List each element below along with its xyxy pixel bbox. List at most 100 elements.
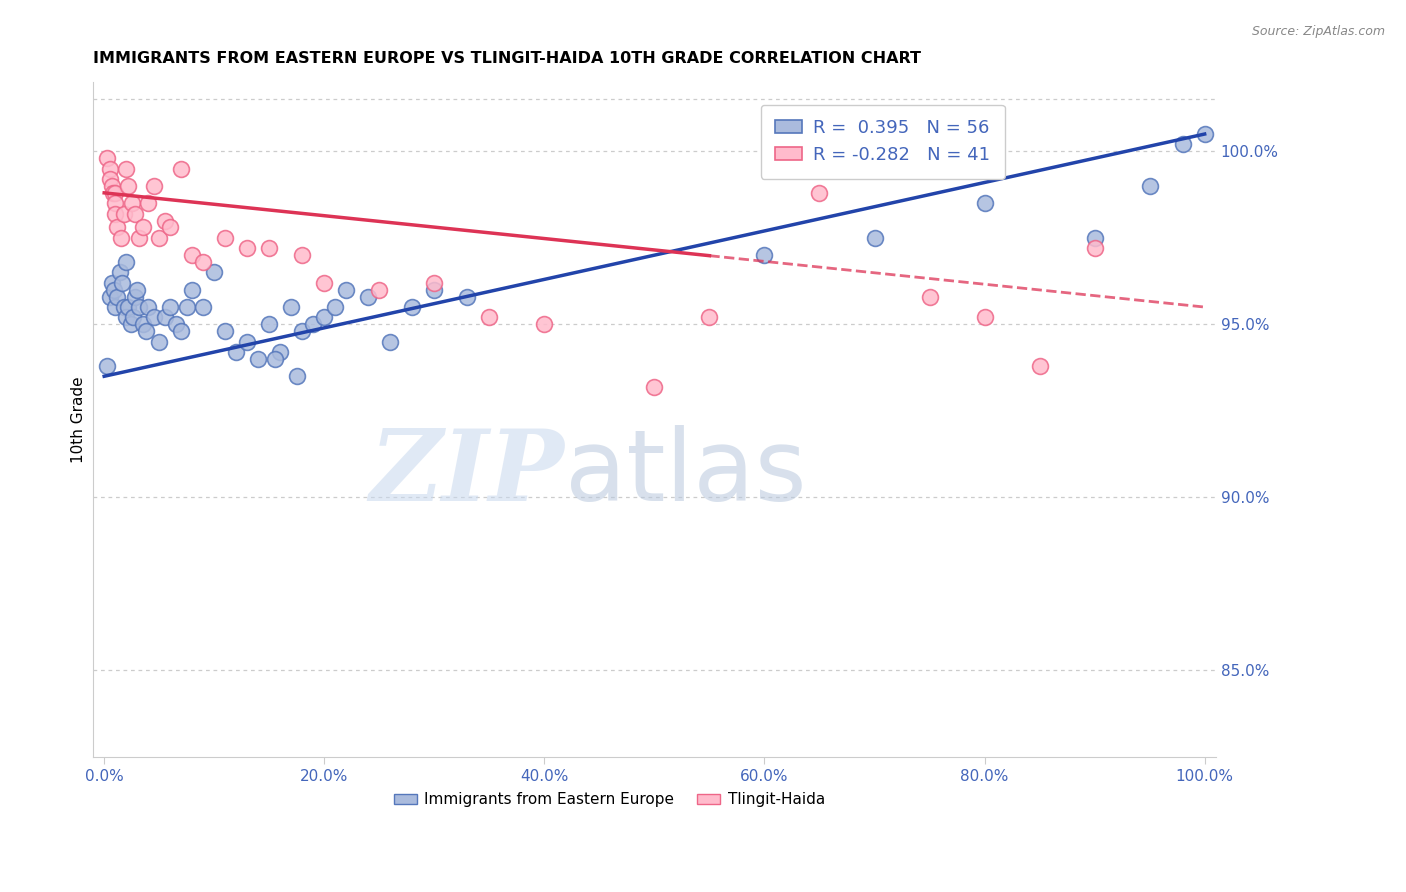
Point bbox=[121, 310, 143, 325]
Point bbox=[111, 276, 134, 290]
Point bbox=[314, 310, 336, 325]
Point bbox=[193, 300, 215, 314]
Point bbox=[98, 290, 121, 304]
Point bbox=[918, 290, 941, 304]
Point bbox=[863, 231, 886, 245]
Point bbox=[98, 172, 121, 186]
Point bbox=[973, 310, 995, 325]
Point bbox=[176, 300, 198, 314]
Point bbox=[401, 300, 423, 314]
Point bbox=[131, 318, 153, 332]
Point bbox=[280, 300, 302, 314]
Text: Source: ZipAtlas.com: Source: ZipAtlas.com bbox=[1251, 25, 1385, 38]
Point bbox=[115, 310, 138, 325]
Text: ZIP: ZIP bbox=[370, 425, 565, 522]
Point bbox=[269, 345, 291, 359]
Point bbox=[423, 283, 446, 297]
Point bbox=[121, 196, 143, 211]
Point bbox=[124, 206, 146, 220]
Point bbox=[1171, 137, 1194, 152]
Point bbox=[357, 290, 380, 304]
Point bbox=[181, 283, 204, 297]
Point bbox=[142, 178, 165, 193]
Point bbox=[136, 196, 159, 211]
Point bbox=[112, 300, 135, 314]
Point bbox=[115, 161, 138, 176]
Point bbox=[153, 213, 176, 227]
Point bbox=[110, 231, 132, 245]
Point bbox=[96, 151, 118, 165]
Point bbox=[170, 324, 193, 338]
Point bbox=[148, 334, 170, 349]
Point bbox=[225, 345, 247, 359]
Point bbox=[108, 265, 131, 279]
Point bbox=[643, 379, 665, 393]
Point bbox=[112, 206, 135, 220]
Text: IMMIGRANTS FROM EASTERN EUROPE VS TLINGIT-HAIDA 10TH GRADE CORRELATION CHART: IMMIGRANTS FROM EASTERN EUROPE VS TLINGI… bbox=[93, 51, 921, 66]
Point bbox=[159, 300, 181, 314]
Point bbox=[1084, 241, 1107, 255]
Point bbox=[96, 359, 118, 373]
Point bbox=[193, 255, 215, 269]
Point bbox=[323, 300, 346, 314]
Point bbox=[456, 290, 478, 304]
Point bbox=[135, 324, 157, 338]
Point bbox=[423, 276, 446, 290]
Point bbox=[181, 248, 204, 262]
Point bbox=[142, 310, 165, 325]
Point bbox=[117, 300, 139, 314]
Point bbox=[101, 276, 124, 290]
Point bbox=[101, 178, 124, 193]
Point bbox=[120, 318, 142, 332]
Point bbox=[124, 290, 146, 304]
Point bbox=[131, 220, 153, 235]
Point bbox=[101, 186, 124, 200]
Point bbox=[117, 178, 139, 193]
Point bbox=[699, 310, 721, 325]
Point bbox=[104, 196, 127, 211]
Point bbox=[263, 351, 285, 366]
Point bbox=[105, 220, 128, 235]
Point bbox=[380, 334, 402, 349]
Point bbox=[103, 283, 125, 297]
Point bbox=[808, 186, 831, 200]
Point bbox=[247, 351, 270, 366]
Point bbox=[533, 318, 555, 332]
Point bbox=[148, 231, 170, 245]
Point bbox=[259, 318, 281, 332]
Point bbox=[136, 300, 159, 314]
Point bbox=[335, 283, 357, 297]
Point bbox=[104, 206, 127, 220]
Point bbox=[1028, 359, 1050, 373]
Point bbox=[285, 369, 308, 384]
Point bbox=[127, 283, 149, 297]
Point bbox=[128, 231, 150, 245]
Point bbox=[159, 220, 181, 235]
Point bbox=[236, 334, 259, 349]
Point bbox=[104, 186, 127, 200]
Point bbox=[1194, 127, 1216, 141]
Point bbox=[105, 290, 128, 304]
Point bbox=[236, 241, 259, 255]
Point bbox=[170, 161, 193, 176]
Point bbox=[165, 318, 187, 332]
Point bbox=[754, 248, 776, 262]
Point bbox=[98, 161, 121, 176]
Point bbox=[214, 231, 236, 245]
Y-axis label: 10th Grade: 10th Grade bbox=[72, 376, 86, 463]
Point bbox=[314, 276, 336, 290]
Point bbox=[478, 310, 501, 325]
Point bbox=[259, 241, 281, 255]
Point bbox=[202, 265, 225, 279]
Point bbox=[302, 318, 325, 332]
Legend: Immigrants from Eastern Europe, Tlingit-Haida: Immigrants from Eastern Europe, Tlingit-… bbox=[388, 786, 831, 814]
Point bbox=[368, 283, 391, 297]
Point bbox=[104, 300, 127, 314]
Point bbox=[973, 196, 995, 211]
Point bbox=[128, 300, 150, 314]
Point bbox=[153, 310, 176, 325]
Point bbox=[291, 248, 314, 262]
Point bbox=[214, 324, 236, 338]
Text: atlas: atlas bbox=[565, 425, 806, 522]
Point bbox=[1084, 231, 1107, 245]
